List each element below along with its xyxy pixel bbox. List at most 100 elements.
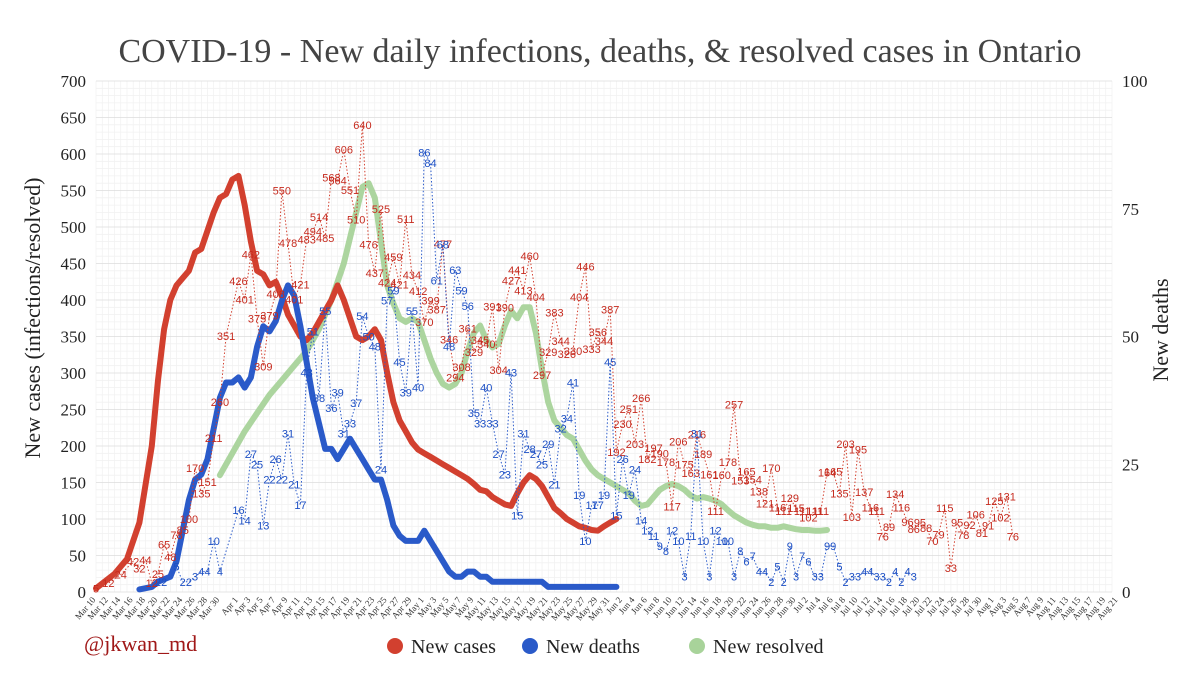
data-label: 4 <box>892 567 898 579</box>
data-label: 11 <box>648 531 659 543</box>
y-tick-left: 450 <box>61 255 87 274</box>
data-label: 2 <box>186 577 192 589</box>
data-label: 24 <box>115 569 127 581</box>
y-tick-left: 350 <box>61 328 87 347</box>
data-label: 14 <box>239 515 251 527</box>
data-label: 260 <box>211 397 229 409</box>
data-label: 11 <box>685 531 696 543</box>
legend-label: New cases <box>411 636 496 658</box>
data-label: 56 <box>462 301 474 313</box>
data-label: 17 <box>294 500 306 512</box>
data-label: 477 <box>434 239 452 251</box>
trend-line-new-resolved <box>216 180 830 534</box>
y-tick-right: 75 <box>1122 200 1139 219</box>
data-label: 3 <box>855 572 861 584</box>
data-label: 65 <box>158 540 170 552</box>
data-label: 514 <box>310 212 328 224</box>
data-label: 16 <box>232 505 244 517</box>
data-label: 43 <box>505 367 517 379</box>
y-tick-right: 50 <box>1122 328 1139 347</box>
data-label: 21 <box>288 480 300 492</box>
data-label: 24 <box>375 464 387 476</box>
data-label: 483 <box>297 234 315 246</box>
data-label: 12 <box>102 578 114 590</box>
data-label: 413 <box>514 286 532 298</box>
y-tick-left: 200 <box>61 437 87 456</box>
data-label: 178 <box>719 457 737 469</box>
data-label: 9 <box>824 541 830 553</box>
data-label: 111 <box>812 506 829 518</box>
data-label: 102 <box>799 513 817 525</box>
data-label: 606 <box>335 145 353 157</box>
trend-line-new-cases <box>93 172 620 592</box>
data-label: 446 <box>576 261 594 273</box>
data-label: 19 <box>598 490 610 502</box>
data-label: 4 <box>861 567 867 579</box>
data-label: 4 <box>762 567 768 579</box>
data-label: 195 <box>849 445 867 457</box>
chart-title: COVID-19 - New daily infections, deaths,… <box>118 33 1081 70</box>
data-label: 6 <box>805 556 811 568</box>
data-label: 437 <box>366 268 384 280</box>
data-label: 111 <box>707 506 724 518</box>
data-label: 17 <box>585 500 597 512</box>
data-label: 375 <box>248 313 266 325</box>
data-label: 13 <box>257 521 269 533</box>
y-axis-left-label: New cases (infections/resolved) <box>20 177 45 458</box>
data-label: 45 <box>393 357 405 369</box>
y-tick-left: 700 <box>61 72 87 91</box>
data-label: 3 <box>731 572 737 584</box>
data-label: 424 <box>378 277 396 289</box>
y-tick-left: 100 <box>61 510 87 529</box>
data-label: 57 <box>381 296 393 308</box>
data-label: 190 <box>651 448 669 460</box>
data-label: 206 <box>669 437 687 449</box>
data-label: 412 <box>409 286 427 298</box>
data-label: 4 <box>756 567 762 579</box>
data-label: 78 <box>957 530 969 542</box>
data-label: 309 <box>254 361 272 373</box>
data-label: 14 <box>635 515 647 527</box>
y-tick-left: 50 <box>69 547 86 566</box>
author-handle: @jkwan_md <box>84 631 197 656</box>
data-label: 4 <box>204 567 210 579</box>
data-label: 115 <box>787 503 805 515</box>
data-label: 399 <box>421 296 439 308</box>
data-label: 86 <box>418 148 430 160</box>
data-label: 153 <box>731 475 749 487</box>
data-label: 19 <box>623 490 635 502</box>
data-label: 175 <box>675 459 693 471</box>
data-label: 31 <box>691 429 703 441</box>
y-tick-left: 550 <box>61 182 87 201</box>
data-label: 5 <box>173 561 179 573</box>
data-label: 10 <box>722 536 734 548</box>
data-label: 137 <box>855 487 873 499</box>
data-label: 297 <box>533 370 551 382</box>
data-label: 70 <box>926 536 938 548</box>
data-label: 421 <box>390 280 408 292</box>
data-label: 85 <box>177 525 189 537</box>
data-label: 54 <box>356 311 368 323</box>
data-label: 387 <box>428 304 446 316</box>
data-label: 81 <box>976 528 988 540</box>
data-label: 3 <box>706 572 712 584</box>
trend-line-new-deaths <box>136 282 620 593</box>
data-label: 3 <box>793 572 799 584</box>
data-label: 266 <box>632 393 650 405</box>
data-label: 568 <box>322 172 340 184</box>
data-label: 203 <box>626 439 644 451</box>
data-label: 116 <box>769 502 787 514</box>
data-label: 426 <box>229 276 247 288</box>
data-label: 189 <box>694 449 712 461</box>
data-label: 564 <box>328 175 346 187</box>
data-label: 344 <box>595 336 613 348</box>
data-label: 182 <box>638 454 656 466</box>
data-label: 2 <box>155 577 161 589</box>
data-label: 333 <box>582 344 600 356</box>
data-label: 404 <box>570 292 588 304</box>
data-label: 135 <box>192 488 210 500</box>
data-label: 48 <box>369 342 381 354</box>
legend-label: New deaths <box>546 636 640 658</box>
y-tick-left: 400 <box>61 291 87 310</box>
data-label: 640 <box>353 120 371 132</box>
